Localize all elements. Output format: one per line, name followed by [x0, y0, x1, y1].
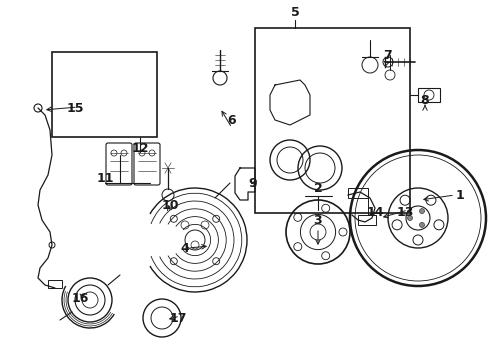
Circle shape: [406, 206, 430, 230]
Text: 14: 14: [366, 206, 384, 219]
Text: 5: 5: [291, 5, 299, 18]
Circle shape: [408, 216, 413, 220]
Bar: [52, 52, 157, 137]
Circle shape: [419, 222, 424, 228]
Text: 4: 4: [181, 242, 189, 255]
Circle shape: [294, 243, 302, 251]
Text: 11: 11: [96, 171, 114, 185]
Text: 2: 2: [314, 181, 322, 194]
Text: 17: 17: [169, 311, 187, 324]
Text: 10: 10: [161, 198, 179, 212]
Text: 6: 6: [228, 113, 236, 126]
Circle shape: [339, 228, 347, 236]
Bar: [418, 88, 440, 102]
Circle shape: [294, 213, 302, 221]
Text: 9: 9: [249, 176, 257, 189]
Text: 15: 15: [66, 102, 84, 114]
Text: 13: 13: [396, 206, 414, 219]
Circle shape: [322, 204, 330, 212]
Text: 1: 1: [456, 189, 465, 202]
Circle shape: [419, 208, 424, 213]
Bar: [255, 28, 410, 213]
Bar: [48, 280, 62, 288]
Text: 12: 12: [131, 141, 149, 154]
Text: 7: 7: [383, 49, 392, 62]
Circle shape: [322, 252, 330, 260]
Bar: [358, 215, 376, 225]
Bar: [348, 188, 368, 198]
Text: 16: 16: [72, 292, 89, 305]
Text: 8: 8: [421, 94, 429, 107]
Text: 3: 3: [314, 213, 322, 226]
